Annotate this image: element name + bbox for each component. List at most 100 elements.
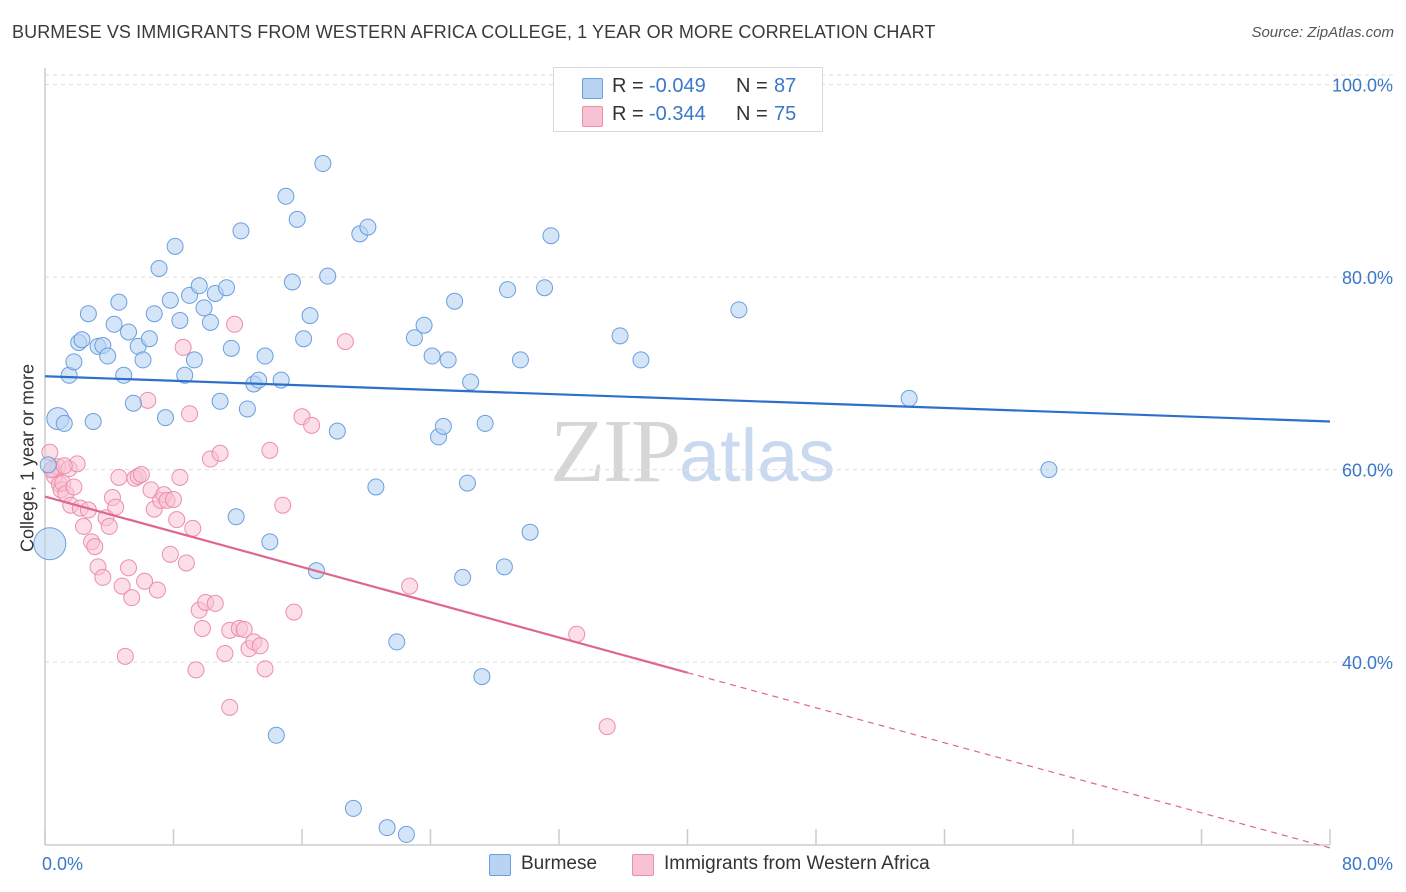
n-value: 75 [774,103,797,125]
n-label: N = [736,103,768,125]
burmese-point [261,533,279,551]
burmese-point [434,417,452,435]
burmese-legend-swatch [489,854,511,876]
burmese-trend-line [44,375,1331,423]
burmese-point [201,313,219,331]
burmese-point [134,351,152,369]
burmese-point [222,339,240,357]
wafrica-point [598,718,616,736]
burmese-point [227,508,245,526]
wafrica-trend-line [44,495,688,674]
burmese-point [171,311,189,329]
burmese-point [218,279,236,297]
wafrica-point [100,517,118,535]
wafrica-point [171,468,189,486]
wafrica-point [177,554,195,572]
chart-title: BURMESE VS IMMIGRANTS FROM WESTERN AFRIC… [12,22,936,42]
wafrica-legend-swatch [632,854,654,876]
x-tick-label: 80.0% [1342,854,1393,874]
burmese-point [195,299,213,317]
watermark: ZIPatlas [550,400,835,503]
stats-legend: R = -0.049 N = 87 R = -0.344 N = 75 [553,67,823,132]
wafrica-point [132,465,150,483]
burmese-point [462,373,480,391]
source-label: Source: ZipAtlas.com [1251,24,1394,41]
burmese-point [39,456,57,474]
wafrica-point [221,698,239,716]
burmese-point [124,394,142,412]
burmese-point [388,633,406,651]
wafrica-point [193,619,211,637]
wafrica-point [165,490,182,508]
wafrica-point [120,559,138,577]
series-legend: Burmese Immigrants from Western Africa [0,853,1406,877]
burmese-point [344,799,362,817]
burmese-point [65,353,83,371]
y-tick-label: 60.0% [1342,461,1393,481]
wafrica-point [226,315,244,333]
burmese-point [473,668,491,686]
burmese-point [611,327,629,345]
wafrica-point [116,647,134,665]
burmese-point [73,331,91,349]
wafrica-point [184,519,202,537]
burmese-point [145,305,163,323]
r-value: -0.344 [649,103,706,125]
burmese-point [367,478,385,496]
burmese-point [423,347,441,365]
burmese-point [33,527,67,561]
wafrica-point [187,661,205,679]
burmese-point [454,568,472,586]
burmese-point [176,366,194,384]
wafrica-swatch [582,106,603,127]
wafrica-point [261,441,279,459]
burmese-point [359,218,377,236]
wafrica-trend-extension [687,672,1331,849]
burmese-point [161,291,179,309]
legend-label-wafrica: Immigrants from Western Africa [664,853,930,874]
watermark-zip: ZIP [550,402,681,501]
trend-lines [44,375,1331,849]
burmese-point [632,351,650,369]
burmese-point [110,293,128,311]
burmese-point [277,187,295,205]
burmese-point [84,413,102,430]
legend-row-burmese: R = -0.049 N = 87 [554,72,822,102]
wafrica-point [274,496,292,514]
x-tick-label: 0.0% [42,854,83,874]
burmese-point [446,292,464,310]
burmese-point [79,305,97,323]
wafrica-point [113,577,131,595]
grid-lines [45,74,1395,663]
burmese-point [267,726,285,744]
y-tick-label: 100.0% [1332,76,1393,96]
r-label: R = [612,103,644,125]
n-label: N = [736,75,768,97]
burmese-point [120,323,138,341]
burmese-point [378,819,396,837]
wafrica-point [256,660,274,678]
axes [44,68,1331,846]
r-label: R = [612,75,644,97]
wafrica-point [86,538,104,556]
legend-row-wafrica: R = -0.344 N = 75 [554,100,822,130]
burmese-point [328,422,346,440]
wafrica-point [211,444,229,462]
n-value: 87 [774,75,797,97]
wafrica-point [336,333,354,351]
burmese-point [730,301,748,319]
burmese-point [495,558,513,576]
burmese-point [250,371,268,389]
wafrica-point [65,478,83,496]
burmese-point [499,281,517,299]
wafrica-point [251,637,269,655]
burmese-point [99,347,117,365]
legend-label-burmese: Burmese [521,853,598,874]
wafrica-point [181,405,199,423]
burmese-point [536,279,554,297]
burmese-point [288,210,306,228]
burmese-point [900,389,918,407]
burmese-point [458,474,476,492]
burmese-point [55,414,73,432]
